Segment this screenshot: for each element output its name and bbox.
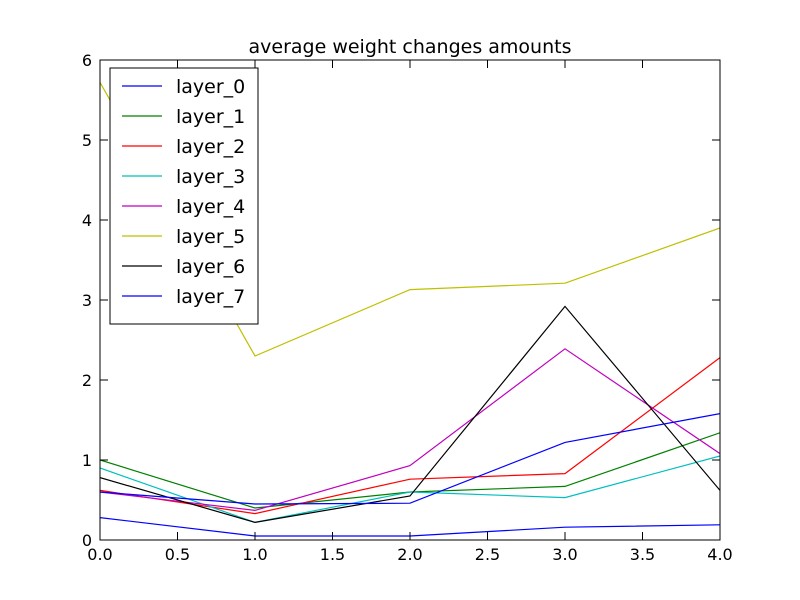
- legend-label-layer_4: layer_4: [176, 196, 245, 218]
- y-tick-label: 4: [82, 211, 92, 230]
- series-line-layer_4: [100, 348, 720, 512]
- legend-label-layer_3: layer_3: [176, 166, 245, 188]
- series-line-layer_2: [100, 357, 720, 515]
- plot-frame: [99, 59, 721, 541]
- legend-box: [109, 67, 259, 325]
- legend-label-layer_6: layer_6: [176, 256, 245, 278]
- legend: layer_0 layer_1 layer_2 layer_3 layer_4layer…: [109, 67, 259, 325]
- legend-label-layer_7: layer_7: [176, 286, 245, 308]
- y-tick-label: 6: [82, 51, 92, 70]
- x-tick-label: 1.0: [242, 545, 267, 564]
- x-tick-label: 3.5: [630, 545, 655, 564]
- x-tick-label: 2.0: [397, 545, 422, 564]
- legend-label-layer_0: layer_0: [176, 76, 245, 98]
- x-tick-label: 3.0: [552, 545, 577, 564]
- axis-ticks: 0.0 0.5 1.0 1.5 2.0 2.5 3.0 3.5 4.0 0 1 2 3 4 5 6: [82, 51, 733, 564]
- legend-label-layer_2: layer_2: [176, 136, 245, 158]
- y-tick-label: 2: [82, 371, 92, 390]
- series-line-layer_7: [100, 413, 720, 505]
- y-tick-label: 0: [82, 531, 92, 550]
- legend-label-layer_5: layer_5: [176, 226, 245, 248]
- series-group: [100, 82, 720, 537]
- x-tick-label: 4.0: [707, 545, 732, 564]
- series-line-layer_6: [100, 305, 720, 524]
- x-tick-label: 0.0: [87, 545, 112, 564]
- chart-title: average weight changes amounts: [249, 36, 572, 58]
- x-tick-label: 2.5: [475, 545, 500, 564]
- x-tick-label: 0.5: [165, 545, 190, 564]
- legend-label-layer_1: layer_1: [176, 106, 245, 128]
- y-tick-label: 3: [82, 291, 92, 310]
- x-tick-label: 1.5: [320, 545, 345, 564]
- y-tick-label: 5: [82, 131, 92, 150]
- y-tick-label: 1: [82, 451, 92, 470]
